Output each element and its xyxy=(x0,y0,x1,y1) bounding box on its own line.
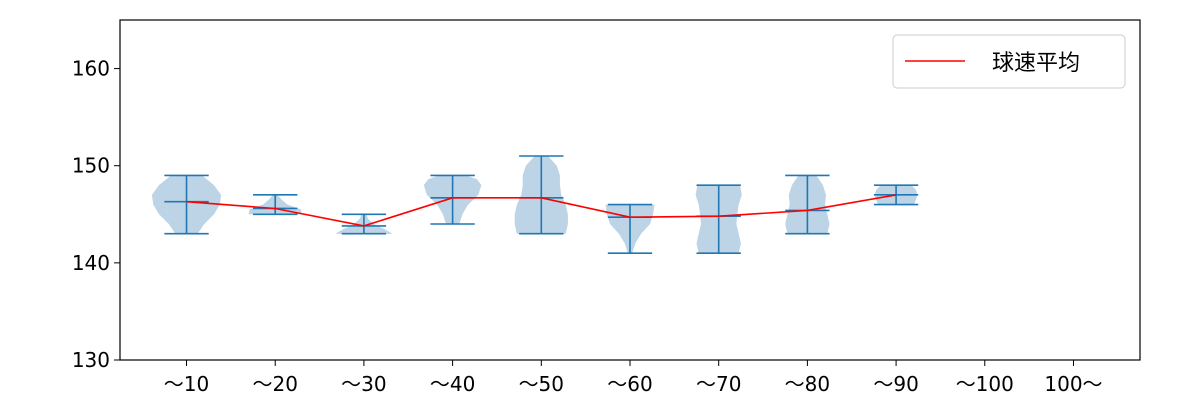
y-tick-label-2: 150 xyxy=(72,154,110,178)
mean-speed-line xyxy=(186,194,897,227)
violins-layer xyxy=(151,156,918,254)
x-tick-label-5: 〜60 xyxy=(607,372,652,396)
y-axis: 130 140 150 160 xyxy=(72,57,120,372)
x-tick-label-10: 100〜 xyxy=(1044,372,1102,396)
y-tick-label-3: 160 xyxy=(72,57,110,81)
x-tick-label-9: 〜100 xyxy=(956,372,1014,396)
y-tick-label-0: 130 xyxy=(72,348,110,372)
x-tick-label-3: 〜40 xyxy=(430,372,475,396)
y-tick-label-1: 140 xyxy=(72,251,110,275)
x-tick-label-0: 〜10 xyxy=(164,372,209,396)
legend-box xyxy=(892,34,1126,89)
x-tick-label-7: 〜80 xyxy=(785,372,830,396)
legend: 球速平均 xyxy=(892,34,1126,89)
x-tick-label-2: 〜30 xyxy=(341,372,386,396)
x-tick-label-4: 〜50 xyxy=(519,372,564,396)
x-tick-label-1: 〜20 xyxy=(252,372,297,396)
x-tick-label-6: 〜70 xyxy=(696,372,741,396)
whiskers-layer xyxy=(164,155,919,254)
x-tick-label-8: 〜90 xyxy=(873,372,918,396)
legend-label: 球速平均 xyxy=(992,51,1080,76)
x-axis: 〜10 〜20 〜30 〜40 〜50 〜60 〜70 〜80 〜90 〜100 100〜 xyxy=(164,360,1103,396)
mean-line-layer xyxy=(186,194,897,227)
